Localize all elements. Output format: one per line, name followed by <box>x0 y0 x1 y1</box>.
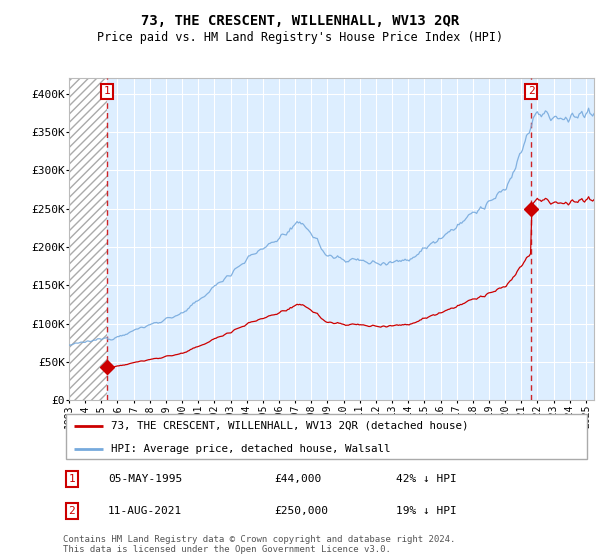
Text: 73, THE CRESCENT, WILLENHALL, WV13 2QR: 73, THE CRESCENT, WILLENHALL, WV13 2QR <box>141 14 459 28</box>
Text: 1: 1 <box>104 86 110 96</box>
Text: 05-MAY-1995: 05-MAY-1995 <box>108 474 182 484</box>
Text: 2: 2 <box>68 506 75 516</box>
Text: 73, THE CRESCENT, WILLENHALL, WV13 2QR (detached house): 73, THE CRESCENT, WILLENHALL, WV13 2QR (… <box>110 421 468 431</box>
Text: £250,000: £250,000 <box>274 506 328 516</box>
Bar <box>69 78 107 400</box>
Text: £44,000: £44,000 <box>274 474 322 484</box>
Text: 2: 2 <box>528 86 535 96</box>
Text: 1: 1 <box>68 474 75 484</box>
Text: 19% ↓ HPI: 19% ↓ HPI <box>395 506 457 516</box>
Text: 11-AUG-2021: 11-AUG-2021 <box>108 506 182 516</box>
Text: HPI: Average price, detached house, Walsall: HPI: Average price, detached house, Wals… <box>110 445 390 454</box>
Text: Price paid vs. HM Land Registry's House Price Index (HPI): Price paid vs. HM Land Registry's House … <box>97 31 503 44</box>
FancyBboxPatch shape <box>65 414 587 459</box>
Text: Contains HM Land Registry data © Crown copyright and database right 2024.
This d: Contains HM Land Registry data © Crown c… <box>63 535 455 554</box>
Text: 42% ↓ HPI: 42% ↓ HPI <box>395 474 457 484</box>
